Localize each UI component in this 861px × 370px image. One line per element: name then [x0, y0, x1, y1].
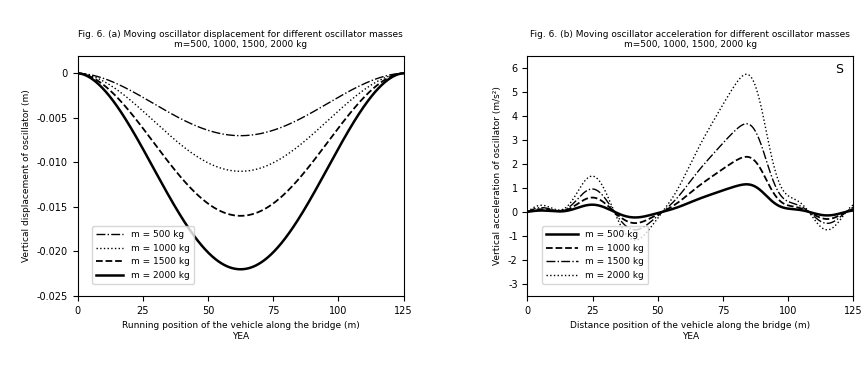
m = 2000 kg	[847, 203, 858, 207]
Line: m = 1500 kg: m = 1500 kg	[77, 73, 403, 216]
m = 1000 kg	[332, 109, 343, 114]
m = 2000 kg	[332, 147, 343, 152]
m = 1500 kg	[398, 71, 408, 75]
m = 1000 kg	[776, 201, 786, 205]
m = 1000 kg	[72, 71, 83, 75]
m = 2000 kg	[666, 197, 676, 202]
m = 1000 kg	[326, 114, 337, 119]
m = 2000 kg	[106, 95, 116, 100]
m = 1000 kg	[746, 156, 756, 161]
m = 500 kg	[629, 215, 640, 220]
m = 2000 kg	[653, 213, 664, 218]
m = 1000 kg	[653, 211, 664, 216]
m = 1500 kg	[782, 199, 792, 204]
m = 1000 kg	[782, 203, 792, 208]
m = 500 kg	[776, 205, 786, 209]
m = 2000 kg	[746, 76, 756, 81]
Y-axis label: Vertical acceleration of oscillator (m/s²): Vertical acceleration of oscillator (m/s…	[492, 86, 502, 265]
m = 500 kg	[740, 182, 751, 186]
m = 2000 kg	[204, 252, 214, 256]
m = 2000 kg	[740, 72, 751, 77]
Title: Fig. 6. (a) Moving oscillator displacement for different oscillator masses
m=500: Fig. 6. (a) Moving oscillator displaceme…	[78, 30, 402, 49]
m = 2000 kg	[776, 187, 786, 191]
m = 1500 kg	[740, 121, 751, 126]
Text: S: S	[834, 63, 843, 76]
m = 2000 kg	[296, 212, 307, 216]
m = 2000 kg	[782, 194, 792, 198]
Line: m = 1000 kg: m = 1000 kg	[77, 73, 403, 171]
m = 1000 kg	[522, 209, 532, 214]
m = 1500 kg	[666, 202, 676, 206]
m = 500 kg	[106, 79, 116, 83]
m = 2000 kg	[629, 238, 640, 242]
m = 500 kg	[398, 71, 408, 75]
m = 1500 kg	[554, 208, 565, 213]
m = 2000 kg	[522, 209, 532, 214]
m = 500 kg	[554, 209, 565, 213]
X-axis label: Distance position of the vehicle along the bridge (m)
YEA: Distance position of the vehicle along t…	[570, 321, 809, 341]
m = 500 kg	[746, 183, 756, 187]
Line: m = 2000 kg: m = 2000 kg	[77, 73, 403, 269]
m = 1000 kg	[235, 169, 245, 174]
m = 1500 kg	[746, 124, 756, 129]
m = 1000 kg	[666, 205, 676, 209]
m = 1500 kg	[296, 173, 307, 178]
m = 2000 kg	[554, 208, 565, 212]
m = 1000 kg	[204, 161, 214, 166]
m = 1500 kg	[235, 213, 245, 218]
X-axis label: Running position of the vehicle along the bridge (m)
YEA: Running position of the vehicle along th…	[121, 321, 359, 341]
m = 500 kg	[216, 131, 226, 136]
m = 1000 kg	[216, 166, 226, 171]
m = 1500 kg	[653, 212, 664, 216]
Line: m = 1500 kg: m = 1500 kg	[527, 124, 852, 230]
m = 500 kg	[522, 209, 532, 214]
Line: m = 500 kg: m = 500 kg	[527, 184, 852, 218]
m = 1500 kg	[332, 127, 343, 131]
m = 1000 kg	[296, 141, 307, 146]
m = 1000 kg	[398, 71, 408, 75]
Title: Fig. 6. (b) Moving oscillator acceleration for different oscillator masses
m=500: Fig. 6. (b) Moving oscillator accelerati…	[530, 30, 849, 49]
Legend: m = 500 kg, m = 1000 kg, m = 1500 kg, m = 2000 kg: m = 500 kg, m = 1000 kg, m = 1500 kg, m …	[92, 226, 194, 284]
m = 1500 kg	[204, 202, 214, 207]
Y-axis label: Vertical displacement of oscillator (m): Vertical displacement of oscillator (m)	[22, 90, 31, 262]
m = 500 kg	[204, 128, 214, 133]
m = 500 kg	[296, 116, 307, 120]
m = 1000 kg	[629, 221, 640, 225]
m = 1500 kg	[847, 205, 858, 209]
m = 500 kg	[653, 211, 664, 215]
m = 2000 kg	[72, 71, 83, 75]
m = 1500 kg	[629, 228, 640, 232]
m = 1000 kg	[106, 83, 116, 88]
Line: m = 1000 kg: m = 1000 kg	[527, 157, 852, 223]
m = 1500 kg	[522, 209, 532, 214]
m = 1500 kg	[326, 134, 337, 138]
m = 2000 kg	[326, 158, 337, 162]
m = 1500 kg	[72, 71, 83, 75]
m = 500 kg	[72, 71, 83, 75]
m = 500 kg	[326, 99, 337, 103]
m = 2000 kg	[398, 71, 408, 75]
Legend: m = 500 kg, m = 1000 kg, m = 1500 kg, m = 2000 kg: m = 500 kg, m = 1000 kg, m = 1500 kg, m …	[541, 226, 647, 284]
m = 500 kg	[782, 206, 792, 211]
m = 500 kg	[666, 207, 676, 212]
Line: m = 500 kg: m = 500 kg	[77, 73, 403, 136]
Line: m = 2000 kg: m = 2000 kg	[527, 74, 852, 240]
m = 500 kg	[847, 208, 858, 213]
m = 1000 kg	[847, 207, 858, 211]
m = 1500 kg	[776, 195, 786, 199]
m = 2000 kg	[216, 261, 226, 265]
m = 1500 kg	[216, 209, 226, 213]
m = 500 kg	[235, 134, 245, 138]
m = 500 kg	[332, 95, 343, 100]
m = 1000 kg	[740, 155, 751, 159]
m = 2000 kg	[235, 267, 245, 272]
m = 1000 kg	[554, 209, 565, 213]
m = 1500 kg	[106, 89, 116, 93]
